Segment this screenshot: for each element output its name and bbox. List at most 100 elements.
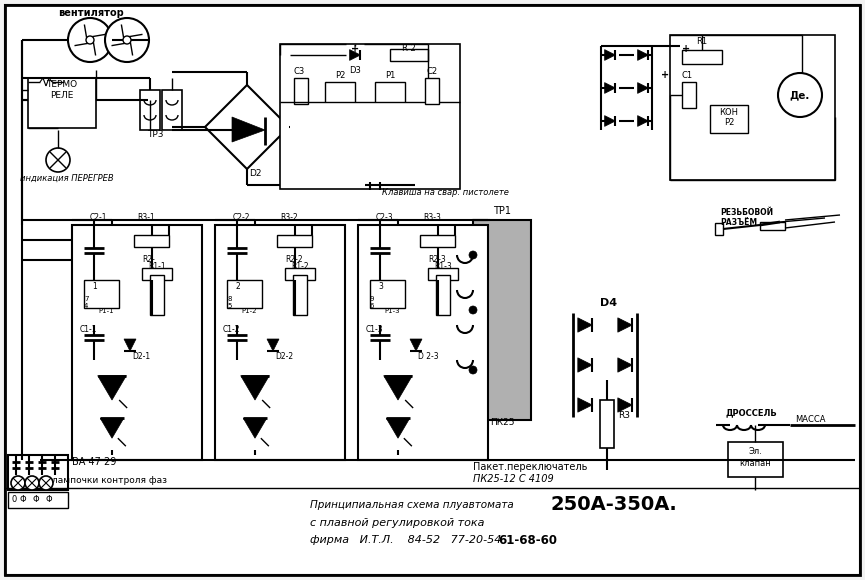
- Bar: [140, 90, 160, 130]
- Text: R1-3: R1-3: [434, 262, 452, 271]
- Text: Принципиальная схема плуавтомата: Принципиальная схема плуавтомата: [310, 500, 517, 510]
- Circle shape: [105, 18, 149, 62]
- Text: Де.: Де.: [790, 90, 811, 100]
- Text: D 2-3: D 2-3: [418, 352, 439, 361]
- Bar: [84, 280, 119, 308]
- Text: D3: D3: [349, 66, 361, 75]
- Text: +: +: [661, 70, 669, 80]
- Text: РЕЛЕ: РЕЛЕ: [50, 91, 74, 100]
- Circle shape: [778, 73, 822, 117]
- Bar: [294, 78, 308, 104]
- Text: P1-3: P1-3: [384, 308, 400, 314]
- Bar: [8, 492, 68, 508]
- Text: КОН: КОН: [720, 108, 739, 117]
- Polygon shape: [240, 376, 269, 400]
- Text: R1-1: R1-1: [148, 262, 165, 271]
- Circle shape: [86, 36, 94, 44]
- Circle shape: [68, 18, 112, 62]
- Text: ВА 47 29: ВА 47 29: [72, 457, 117, 467]
- Bar: [358, 225, 488, 460]
- Text: РАЗЪЁМ: РАЗЪЁМ: [720, 218, 757, 227]
- Bar: [715, 223, 723, 235]
- Text: 7
4: 7 4: [84, 296, 88, 309]
- Text: C2-1: C2-1: [90, 213, 107, 222]
- Text: R3-1: R3-1: [137, 213, 155, 222]
- Bar: [682, 82, 696, 108]
- Polygon shape: [605, 82, 615, 93]
- Text: 2: 2: [235, 282, 240, 291]
- Bar: [134, 235, 169, 247]
- Polygon shape: [205, 85, 289, 169]
- Polygon shape: [638, 115, 649, 126]
- Text: R3-3: R3-3: [423, 213, 441, 222]
- Circle shape: [39, 476, 53, 490]
- Text: R 2: R 2: [402, 44, 416, 53]
- Circle shape: [46, 148, 70, 172]
- Bar: [728, 442, 783, 477]
- Text: Эл.: Эл.: [748, 448, 762, 456]
- Text: C1-2: C1-2: [223, 325, 240, 335]
- Polygon shape: [410, 339, 422, 351]
- Text: ТЕРМО: ТЕРМО: [47, 80, 78, 89]
- Bar: [285, 268, 315, 280]
- Text: Пакет.переключатель: Пакет.переключатель: [473, 462, 587, 472]
- Text: R3: R3: [618, 411, 630, 419]
- Text: 0: 0: [12, 495, 17, 505]
- Text: фирма   И.Т.Л.    84-52   77-20-54: фирма И.Т.Л. 84-52 77-20-54: [310, 535, 512, 545]
- Text: +: +: [351, 44, 359, 54]
- Text: P1-2: P1-2: [241, 308, 257, 314]
- Polygon shape: [605, 115, 615, 126]
- Polygon shape: [618, 398, 632, 412]
- Text: ДРОССЕЛЬ: ДРОССЕЛЬ: [725, 408, 777, 417]
- Polygon shape: [618, 318, 632, 332]
- Polygon shape: [638, 82, 649, 93]
- Circle shape: [25, 476, 39, 490]
- Text: C1: C1: [682, 71, 693, 80]
- Text: клапан: клапан: [739, 459, 771, 467]
- Bar: [425, 78, 439, 104]
- Polygon shape: [638, 50, 649, 60]
- Text: P2: P2: [335, 71, 345, 80]
- Polygon shape: [267, 339, 279, 351]
- Text: МАССА: МАССА: [795, 415, 825, 425]
- Polygon shape: [100, 418, 124, 438]
- Circle shape: [469, 306, 477, 314]
- Text: P1-1: P1-1: [98, 308, 113, 314]
- Text: Φ: Φ: [33, 495, 39, 505]
- Bar: [710, 105, 748, 133]
- Polygon shape: [124, 339, 136, 351]
- Polygon shape: [387, 418, 410, 438]
- Text: ТР3: ТР3: [147, 130, 163, 139]
- Text: C2-3: C2-3: [376, 213, 394, 222]
- Text: R2-: R2-: [142, 255, 155, 264]
- Text: C1-3: C1-3: [366, 325, 383, 335]
- Circle shape: [469, 366, 477, 374]
- Text: R2-3: R2-3: [428, 255, 445, 264]
- Bar: [142, 268, 172, 280]
- Text: лампочки контроля фаз: лампочки контроля фаз: [52, 476, 167, 485]
- Text: R1: R1: [696, 37, 708, 46]
- Bar: [682, 50, 722, 64]
- Polygon shape: [618, 358, 632, 372]
- Bar: [670, 35, 835, 180]
- Text: ПК25: ПК25: [490, 418, 515, 427]
- Bar: [72, 225, 202, 460]
- Text: C2: C2: [426, 67, 438, 76]
- Bar: [473, 220, 531, 420]
- Polygon shape: [605, 50, 615, 60]
- Polygon shape: [578, 358, 593, 372]
- Text: Р2: Р2: [724, 118, 734, 127]
- Text: +: +: [682, 44, 690, 54]
- Text: 61-68-60: 61-68-60: [498, 534, 557, 546]
- Polygon shape: [98, 376, 126, 400]
- Text: R1-2: R1-2: [291, 262, 309, 271]
- Text: вентилятор: вентилятор: [58, 8, 124, 18]
- Bar: [293, 275, 307, 315]
- Text: РЕЗЬБОВОЙ: РЕЗЬБОВОЙ: [720, 208, 773, 217]
- Polygon shape: [232, 117, 265, 142]
- Polygon shape: [578, 398, 593, 412]
- Text: с плавной регулировкой тока: с плавной регулировкой тока: [310, 518, 484, 528]
- Bar: [390, 49, 428, 61]
- Text: ПК25-12 С 4109: ПК25-12 С 4109: [473, 474, 554, 484]
- Text: R3-2: R3-2: [280, 213, 298, 222]
